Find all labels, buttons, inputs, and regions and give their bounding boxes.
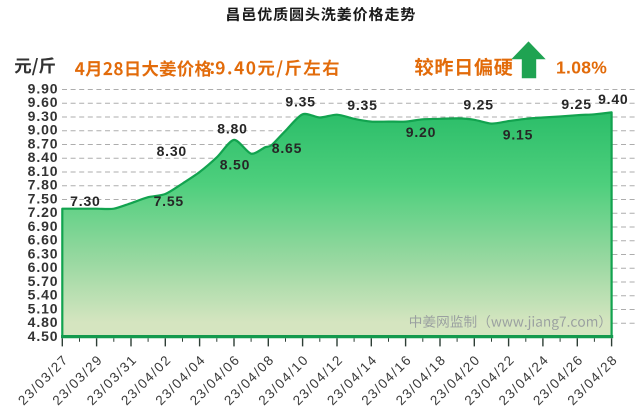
svg-text:1.08%: 1.08%	[556, 58, 607, 78]
svg-text:9.35: 9.35	[285, 93, 315, 109]
svg-text:4.80: 4.80	[28, 314, 59, 330]
svg-text:8.10: 8.10	[28, 163, 59, 179]
svg-text:6.90: 6.90	[28, 218, 59, 234]
svg-text:5.10: 5.10	[28, 300, 59, 316]
svg-text:5.40: 5.40	[28, 287, 59, 303]
svg-text:6.60: 6.60	[28, 232, 59, 248]
svg-text:5.70: 5.70	[28, 273, 59, 289]
svg-text:9.15: 9.15	[503, 127, 533, 143]
svg-text:9.90: 9.90	[28, 80, 59, 96]
svg-text:8.70: 8.70	[28, 135, 59, 151]
svg-text:7.55: 7.55	[154, 193, 184, 209]
svg-text:8.40: 8.40	[28, 149, 59, 165]
svg-text:9.00: 9.00	[28, 122, 59, 138]
svg-text:9.25: 9.25	[561, 96, 591, 112]
svg-text:6.00: 6.00	[28, 259, 59, 275]
svg-text:9.35: 9.35	[347, 97, 377, 113]
svg-text:9.60: 9.60	[28, 94, 59, 110]
svg-text:8.80: 8.80	[217, 120, 247, 136]
svg-text:7.20: 7.20	[28, 204, 59, 220]
svg-text:8.30: 8.30	[157, 143, 187, 159]
svg-text:9.40: 9.40	[598, 91, 628, 107]
svg-text:4.50: 4.50	[28, 328, 59, 344]
svg-text:9.30: 9.30	[28, 108, 59, 124]
svg-text:7.30: 7.30	[70, 193, 100, 209]
svg-text:7.50: 7.50	[28, 190, 59, 206]
svg-text:8.65: 8.65	[272, 140, 302, 156]
svg-text:9.25: 9.25	[463, 96, 493, 112]
svg-text:9.20: 9.20	[406, 124, 436, 140]
svg-text:6.30: 6.30	[28, 245, 59, 261]
svg-text:8.50: 8.50	[220, 157, 250, 173]
svg-text:7.80: 7.80	[28, 177, 59, 193]
